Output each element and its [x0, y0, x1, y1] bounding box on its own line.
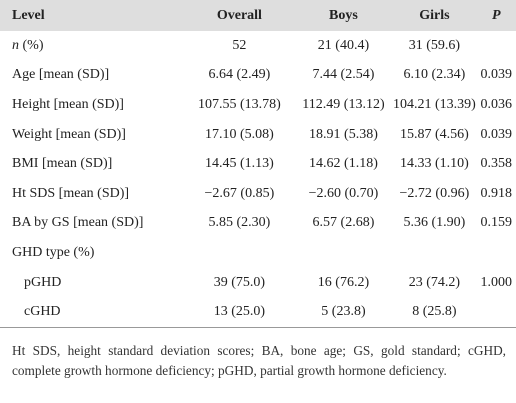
- table-cell: −2.67 (0.85): [204, 185, 275, 201]
- table-cell: 21 (40.4): [317, 37, 370, 53]
- table-cell: −2.72 (0.96): [399, 185, 470, 201]
- row-label: cGHD: [0, 297, 185, 328]
- table-row: pGHD 39 (75.0) 16 (76.2) 23 (74.2) 1.000: [0, 268, 516, 298]
- table-cell: 14.33 (1.10): [399, 156, 469, 172]
- label-part: n: [12, 37, 19, 53]
- header-cell: Girls: [392, 0, 477, 31]
- table-row: Age [mean (SD)] 6.64 (2.49) 7.44 (2.54) 6.1…: [0, 61, 516, 91]
- table-cell: 13 (25.0): [184, 297, 295, 328]
- table-row: Weight [mean (SD)] 17.10 (5.08) 18.91 (5.3…: [0, 120, 516, 150]
- table-cell: −2.60 (0.70): [308, 185, 379, 201]
- table-cell: 6.57 (2.68): [312, 215, 375, 231]
- table-cell: 16 (76.2): [317, 274, 370, 290]
- table-row: cGHD 13 (25.0) 5 (23.8) 8 (25.8): [0, 297, 516, 328]
- row-label: Weight [mean (SD)]: [12, 126, 126, 142]
- table-cell: 0.918: [480, 185, 513, 201]
- label-part: (%): [19, 37, 44, 53]
- table-cell: [295, 238, 392, 268]
- table-cell: 14.62 (1.18): [309, 156, 378, 172]
- table-cell: 23 (74.2): [408, 274, 461, 290]
- header-cell: Overall: [184, 0, 295, 31]
- table-cell: 39 (75.0): [213, 274, 266, 290]
- row-label: GHD type (%): [12, 244, 95, 260]
- table-cell: 7.44 (2.54): [312, 67, 375, 83]
- row-label: Age [mean (SD)]: [12, 67, 110, 83]
- row-label: BMI [mean (SD)]: [12, 156, 113, 172]
- table-cell: 0.039: [480, 126, 513, 142]
- row-label: Ht SDS [mean (SD)]: [12, 185, 130, 201]
- row-label: n (%): [0, 31, 184, 61]
- table-row: Ht SDS [mean (SD)] −2.67 (0.85) −2.60 (0.7…: [0, 179, 516, 209]
- row-label: Height [mean (SD)]: [12, 96, 124, 112]
- table-row: BA by GS [mean (SD)] 5.85 (2.30) 6.57 (2.6…: [0, 209, 516, 239]
- table-cell: 0.036: [480, 96, 513, 112]
- table-row: GHD type (%): [0, 238, 516, 268]
- table-cell: 15.87 (4.56): [399, 126, 469, 142]
- footnote: Ht SDS, height standard deviation scores…: [12, 343, 506, 378]
- table-cell: 17.10 (5.08): [204, 126, 274, 142]
- table-cell: 107.55 (13.78): [197, 96, 281, 112]
- table-cell: 0.039: [480, 67, 513, 83]
- header-cell: P: [476, 0, 516, 31]
- table-cell: 6.10 (2.34): [403, 67, 466, 83]
- table-cell: [477, 238, 516, 268]
- table-cell: 0.159: [480, 215, 513, 231]
- row-label: pGHD: [24, 274, 62, 290]
- table-cell: 0.358: [480, 156, 513, 172]
- header-cell: Level: [0, 0, 185, 31]
- table-cell: 18.91 (5.38): [309, 126, 378, 142]
- table-cell: 52: [232, 37, 247, 53]
- header-row: Level Overall Boys Girls P: [0, 0, 516, 31]
- table-cell: [477, 31, 516, 61]
- table-cell: 14.45 (1.13): [204, 156, 274, 172]
- table-cell: 112.49 (13.12): [302, 96, 385, 112]
- table-cell: 6.64 (2.49): [208, 67, 271, 83]
- header-cell: Boys: [294, 0, 393, 31]
- table-row: Height [mean (SD)] 107.55 (13.78) 112.49 (…: [0, 90, 516, 120]
- row-label: BA by GS [mean (SD)]: [12, 215, 144, 231]
- table-cell: 5.85 (2.30): [208, 215, 271, 231]
- table-cell: 5.36 (1.90): [403, 215, 466, 231]
- table-cell: [476, 297, 516, 328]
- table-cell: [184, 238, 295, 268]
- table-cell: 31 (59.6): [408, 37, 461, 53]
- table-row: n (%) 52 21 (40.4) 31 (59.6): [0, 31, 516, 61]
- table-row: BMI [mean (SD)] 14.45 (1.13) 14.62 (1.18) 1…: [0, 149, 516, 179]
- table-cell: 1.000: [480, 274, 513, 290]
- table-cell: 104.21 (13.39): [392, 96, 476, 112]
- table-cell: 5 (23.8): [294, 297, 393, 328]
- table-cell: 8 (25.8): [392, 297, 477, 328]
- table-cell: [392, 238, 476, 268]
